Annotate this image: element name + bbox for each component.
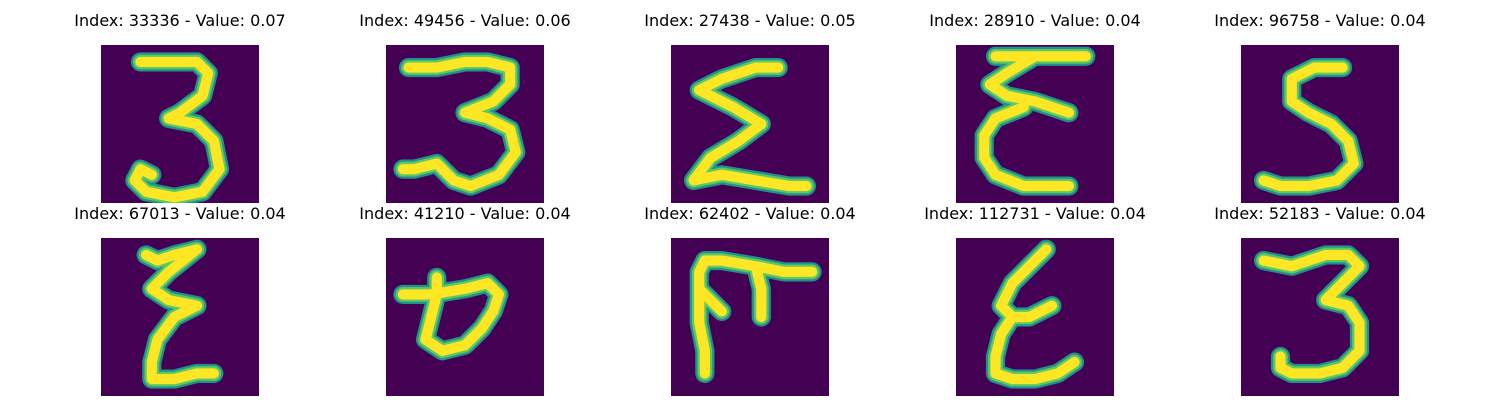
panel-title: Index: 67013 - Value: 0.04 [74,204,286,223]
sigma-shape-image [683,57,817,196]
p-shape-image [393,267,509,361]
three-digit-image [125,52,230,203]
three-digit-image [1253,245,1370,384]
digit-image [956,238,1114,396]
image-panel: Index: 27438 - Value: 0.05 [605,11,895,203]
three-digit-image [393,52,526,196]
image-panel: Index: 52183 - Value: 0.04 [1175,204,1465,396]
image-panel: Index: 41210 - Value: 0.04 [320,204,610,396]
panel-title: Index: 33336 - Value: 0.07 [74,11,286,30]
panel-title: Index: 49456 - Value: 0.06 [359,11,571,30]
image-panel: Index: 49456 - Value: 0.06 [320,11,610,203]
image-panel: Index: 112731 - Value: 0.04 [890,204,1180,396]
image-panel: Index: 28910 - Value: 0.04 [890,11,1180,203]
panel-title: Index: 52183 - Value: 0.04 [1214,204,1426,223]
image-panel: Index: 62402 - Value: 0.04 [605,204,895,396]
f-shape-image [689,250,822,384]
digit-image [386,238,544,396]
digit-image [101,238,259,396]
digit-image [1241,45,1399,203]
panel-title: Index: 41210 - Value: 0.04 [359,204,571,223]
image-panel: Index: 96758 - Value: 0.04 [1175,11,1465,203]
panel-title: Index: 28910 - Value: 0.04 [929,11,1141,30]
image-panel: Index: 67013 - Value: 0.04 [35,204,325,396]
panel-title: Index: 96758 - Value: 0.04 [1214,11,1426,30]
panel-title: Index: 62402 - Value: 0.04 [644,204,856,223]
panel-title: Index: 112731 - Value: 0.04 [924,204,1146,223]
panel-title: Index: 27438 - Value: 0.05 [644,11,856,30]
e-shape-image [985,239,1085,389]
digit-image [671,45,829,203]
image-panel: Index: 33336 - Value: 0.07 [35,11,325,203]
five-digit-image [1253,57,1364,196]
digit-image [1241,238,1399,396]
epsilon-shape-image [974,46,1096,196]
digit-image [956,45,1114,203]
digit-image [671,238,829,396]
z-shape-image [136,239,224,389]
digit-image [386,45,544,203]
digit-image [101,45,259,203]
